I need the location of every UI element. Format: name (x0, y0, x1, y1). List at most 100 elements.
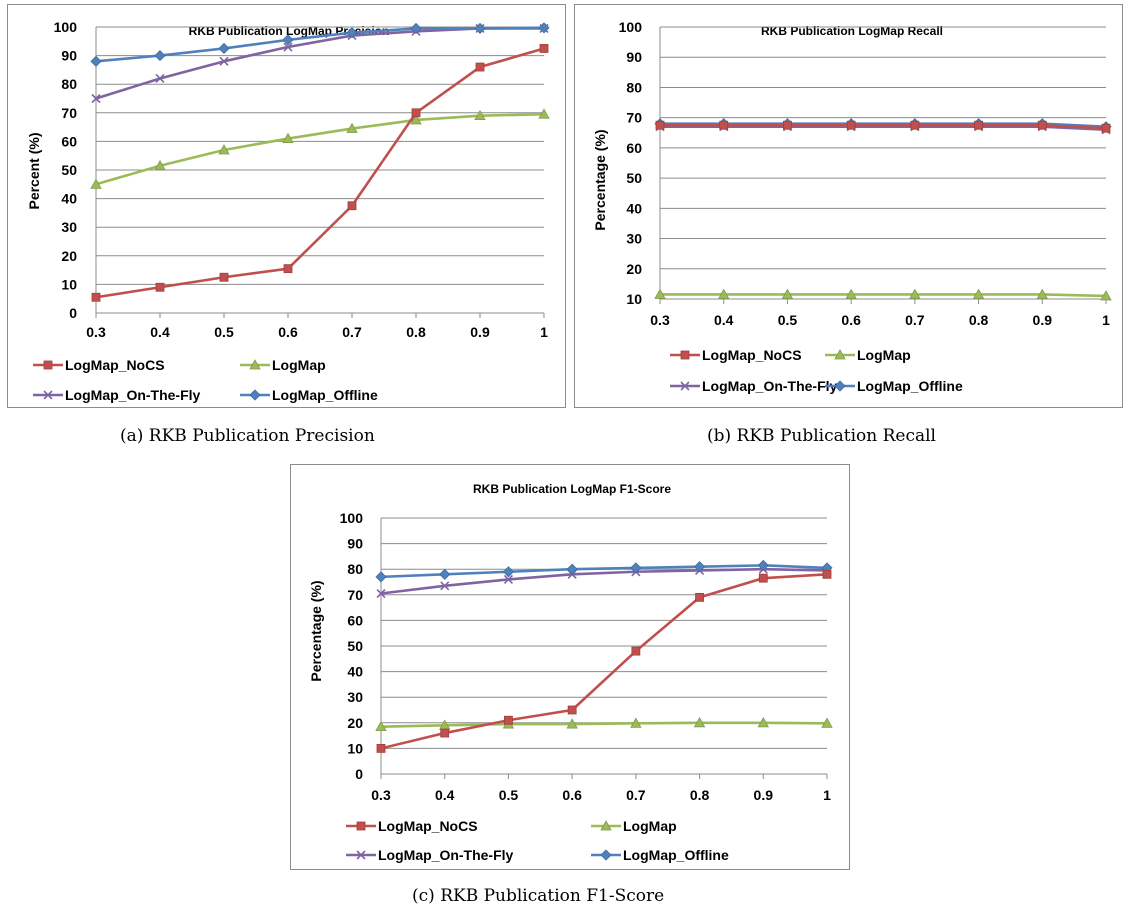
legend-marker (43, 360, 53, 370)
y-tick-label: 40 (61, 191, 77, 207)
y-tick-label: 80 (347, 561, 363, 577)
x-tick-label: 0.8 (690, 787, 710, 803)
x-tick-label: 0.6 (562, 787, 582, 803)
data-point (974, 120, 983, 130)
y-tick-label: 30 (347, 689, 363, 705)
legend-marker (834, 349, 846, 360)
legend-marker (356, 821, 366, 831)
y-tick-label: 80 (626, 79, 642, 95)
y-tick-label: 0 (355, 766, 363, 782)
series-logmap-offline (375, 559, 833, 583)
data-point (219, 56, 229, 66)
x-tick-label: 0.7 (626, 787, 646, 803)
legend-marker (834, 380, 846, 392)
data-point (439, 568, 451, 580)
legend-item: LogMap_On-The-Fly (670, 378, 838, 394)
x-tick-label: 0.7 (905, 312, 925, 328)
data-point (503, 574, 513, 585)
data-point (218, 42, 230, 55)
data-point (155, 282, 165, 292)
data-point (411, 108, 421, 118)
data-point (845, 288, 857, 299)
chart-precision: RKB Publication LogMap Precision Percent… (26, 19, 550, 403)
data-point (783, 120, 792, 130)
y-axis-label: Percentage (%) (592, 129, 608, 230)
data-point (655, 120, 665, 130)
y-tick-label: 20 (61, 248, 77, 264)
caption-f1: (c) RKB Publication F1-Score (412, 886, 665, 906)
data-point (631, 646, 641, 656)
y-tick-label: 50 (61, 162, 77, 178)
legend-item: LogMap_Offline (825, 378, 963, 394)
x-tick-label: 0.6 (841, 312, 861, 328)
data-point (758, 573, 768, 583)
legend-label: LogMap (623, 818, 677, 834)
y-tick-label: 20 (347, 715, 363, 731)
data-point (347, 201, 357, 211)
legend-label: LogMap_NoCS (65, 357, 165, 373)
data-point (283, 42, 293, 52)
data-point (474, 109, 486, 121)
data-point (757, 716, 769, 728)
x-tick-label: 0.4 (714, 312, 734, 328)
legend-marker (249, 359, 261, 370)
data-point (694, 561, 706, 573)
data-point (538, 22, 550, 34)
legend-marker (680, 350, 690, 360)
data-point (154, 50, 166, 62)
caption-recall: (b) RKB Publication Recall (707, 426, 936, 446)
data-point (90, 178, 102, 189)
data-point (282, 34, 294, 46)
series-line (660, 293, 1107, 298)
legend-item: LogMap (240, 357, 326, 373)
data-point (504, 715, 513, 725)
y-tick-label: 70 (61, 105, 77, 121)
data-point (346, 27, 358, 39)
y-tick-label: 10 (626, 291, 642, 307)
data-point (502, 566, 514, 578)
x-tick-label: 1 (1102, 312, 1110, 328)
series-line (380, 567, 828, 595)
data-point (90, 55, 102, 67)
data-point (376, 588, 386, 599)
x-tick-label: 0.5 (778, 312, 798, 328)
data-point (1101, 123, 1111, 133)
series-logmap-nocs (91, 44, 549, 302)
y-tick-label: 10 (61, 276, 77, 292)
x-tick-label: 0.5 (499, 787, 519, 803)
x-tick-label: 0.9 (470, 324, 490, 340)
legend-item: LogMap_NoCS (670, 347, 802, 363)
data-point (375, 571, 387, 583)
series-line (95, 47, 545, 299)
y-tick-label: 100 (54, 19, 78, 35)
data-point (475, 62, 485, 72)
legend-item: LogMap_NoCS (33, 357, 165, 373)
y-tick-label: 50 (626, 170, 642, 186)
data-point (821, 717, 833, 728)
legend-item: LogMap_On-The-Fly (33, 387, 201, 403)
data-point (474, 22, 486, 34)
data-point (846, 120, 856, 130)
data-point (781, 288, 794, 299)
data-point (219, 272, 229, 282)
data-point (375, 720, 387, 732)
y-tick-label: 0 (69, 305, 77, 321)
data-point (440, 728, 450, 738)
y-tick-label: 60 (61, 133, 77, 149)
legend-marker (249, 389, 261, 401)
legend-label: LogMap_On-The-Fly (378, 847, 514, 863)
legend-marker (600, 849, 612, 861)
chart-recall: RKB Publication LogMap Recall Percentage… (592, 19, 1112, 394)
x-tick-label: 0.8 (406, 324, 426, 340)
y-tick-label: 90 (626, 49, 642, 65)
legend-label: LogMap_Offline (623, 847, 729, 863)
x-tick-label: 0.3 (86, 324, 106, 340)
chart-panel-recall: RKB Publication LogMap Recall Percentage… (574, 4, 1123, 408)
y-tick-label: 80 (61, 76, 77, 92)
data-point (538, 108, 550, 119)
series-line (95, 26, 545, 63)
data-point (410, 114, 422, 125)
data-point (376, 743, 386, 753)
y-axis-label: Percentage (%) (308, 580, 324, 681)
data-point (654, 288, 666, 299)
